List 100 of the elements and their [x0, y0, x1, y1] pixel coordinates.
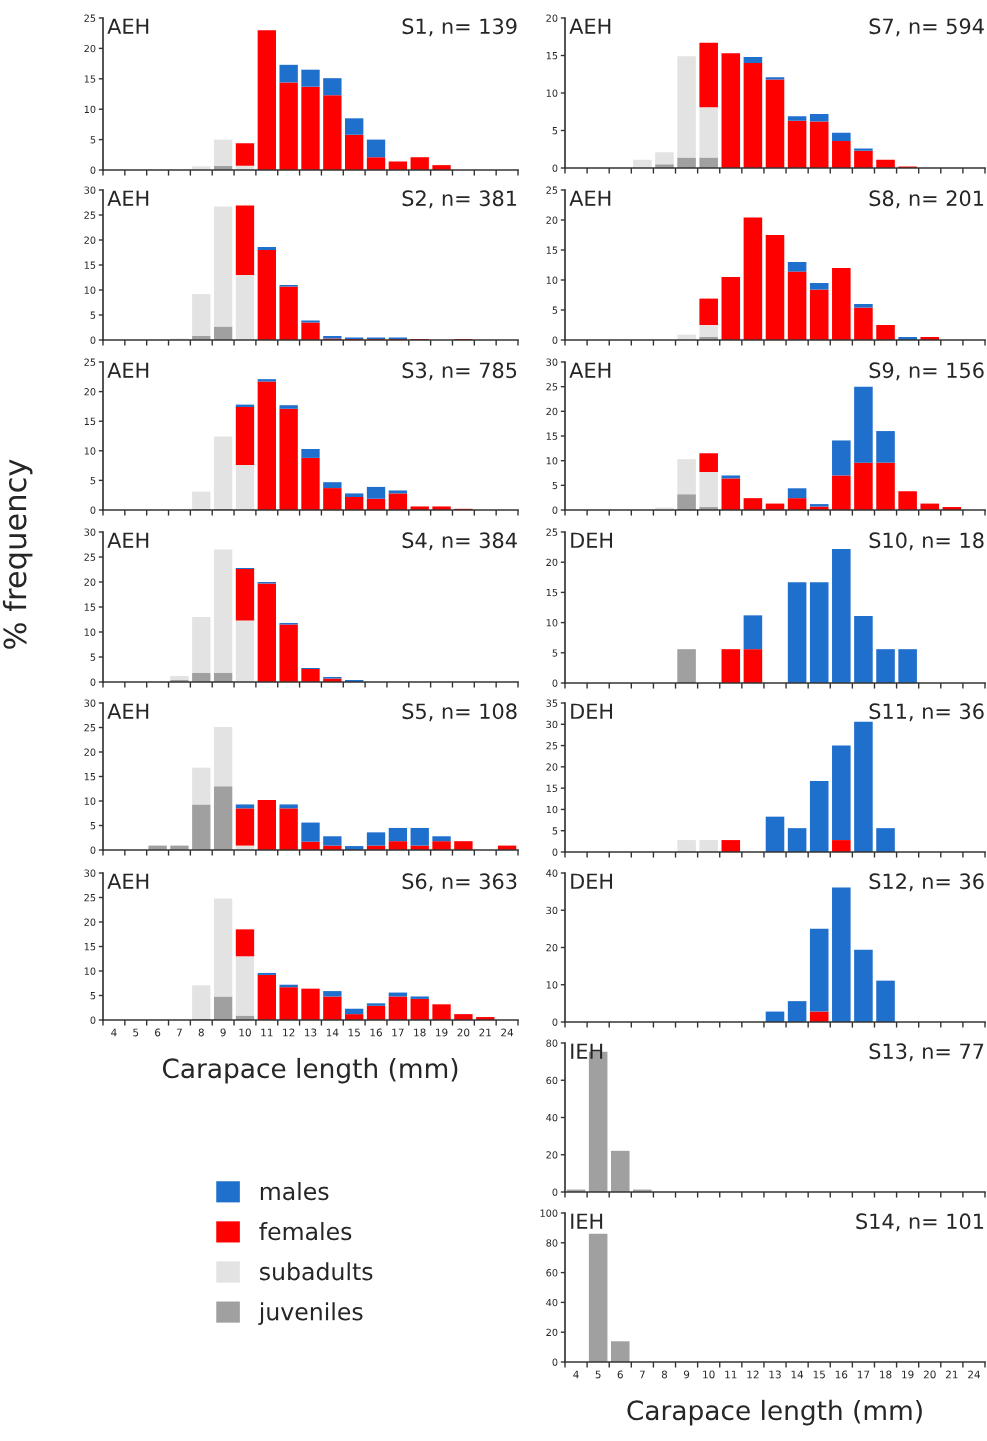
chart-title: S14, n= 101 [856, 1213, 984, 1232]
chart-title: S9, n= 156 [869, 362, 984, 381]
y-tick-label: 80 [546, 1039, 558, 1047]
y-tick-label: 0 [90, 506, 96, 514]
x-tick-label: 8 [661, 1370, 668, 1379]
chart-subtitle: AEH [569, 190, 611, 206]
y-tick-label: 15 [546, 52, 558, 60]
y-tick-label: 0 [90, 846, 96, 854]
chart-title: S13, n= 77 [869, 1043, 984, 1062]
y-tick-label: 5 [552, 649, 558, 657]
y-tick-label: 20 [546, 407, 558, 416]
y-tick-label: 30 [546, 720, 558, 729]
y-tick-label: 5 [90, 311, 96, 319]
x-tick-label: 17 [392, 1028, 404, 1037]
chart-title: S5, n= 108 [402, 703, 517, 722]
x-tick-label: 13 [305, 1028, 317, 1037]
y-tick-label: 5 [90, 822, 96, 830]
y-tick-label: 0 [552, 164, 558, 172]
y-tick-label: 10 [84, 105, 96, 114]
y-tick-label: 15 [546, 589, 558, 597]
x-tick-label: 6 [155, 1028, 161, 1037]
y-tick-label: 40 [546, 1113, 558, 1122]
y-tick-label: 10 [546, 805, 558, 814]
y-tick-label: 60 [546, 1076, 558, 1085]
chart-subtitle: IEH [571, 1213, 603, 1229]
y-tick-label: 25 [84, 358, 96, 366]
x-tick-label: 14 [326, 1028, 339, 1037]
y-tick-label: 5 [552, 481, 558, 490]
legend-label: females [259, 1222, 352, 1241]
y-tick-label: 25 [546, 383, 558, 391]
y-tick-label: 25 [546, 528, 558, 536]
x-tick-label: 14 [791, 1370, 804, 1379]
x-tick-label: 7 [639, 1370, 645, 1379]
y-tick-label: 15 [84, 943, 96, 951]
x-tick-label: 12 [283, 1028, 295, 1037]
x-axis-title: Carapace length (mm) [162, 1057, 458, 1084]
y-tick-label: 20 [546, 763, 558, 771]
x-tick-label: 18 [880, 1370, 892, 1379]
y-tick-label: 20 [546, 14, 558, 22]
y-tick-label: 0 [552, 1358, 558, 1366]
y-tick-label: 10 [546, 276, 558, 284]
y-tick-label: 5 [90, 136, 96, 144]
y-axis-title: % frequency [2, 459, 33, 649]
y-tick-label: 20 [546, 943, 558, 952]
y-tick-label: 20 [546, 1328, 558, 1337]
x-tick-label: 9 [683, 1370, 690, 1379]
chart-title: S11, n= 36 [869, 703, 984, 722]
legend-label: juveniles [258, 1302, 363, 1326]
chart-title: S10, n= 18 [869, 532, 984, 551]
y-tick-label: 15 [546, 246, 558, 254]
x-tick-label: 13 [769, 1370, 781, 1379]
chart-subtitle: DEH [571, 703, 613, 719]
y-tick-label: 20 [546, 216, 558, 224]
x-tick-label: 4 [573, 1370, 579, 1379]
chart-title: S1, n= 139 [402, 18, 517, 37]
y-tick-label: 10 [546, 981, 558, 989]
y-tick-label: 40 [546, 1298, 558, 1307]
y-tick-label: 0 [552, 848, 558, 856]
y-tick-label: 40 [546, 869, 558, 877]
y-tick-label: 15 [546, 784, 558, 792]
chart-title: S7, n= 594 [869, 18, 984, 37]
y-tick-label: 15 [84, 773, 96, 781]
chart-subtitle: AEH [107, 18, 149, 34]
y-tick-label: 30 [84, 699, 96, 707]
y-tick-label: 30 [84, 869, 96, 877]
y-tick-label: 10 [84, 797, 96, 805]
x-tick-label: 7 [176, 1028, 182, 1037]
x-tick-label: 16 [835, 1370, 848, 1379]
y-tick-label: 20 [84, 918, 96, 926]
y-tick-label: 30 [546, 906, 558, 915]
y-tick-label: 0 [552, 336, 558, 344]
y-tick-label: 25 [84, 211, 96, 219]
x-tick-label: 11 [725, 1370, 737, 1379]
y-tick-label: 30 [546, 358, 558, 366]
y-tick-label: 0 [90, 678, 96, 686]
y-tick-label: 10 [546, 89, 558, 97]
y-tick-label: 25 [84, 553, 96, 561]
x-tick-label: 4 [111, 1028, 117, 1037]
chart-title: S8, n= 201 [869, 190, 984, 209]
chart-subtitle: IEH [571, 1043, 603, 1059]
x-tick-label: 8 [198, 1028, 204, 1037]
chart-subtitle: DEH [571, 532, 613, 548]
x-tick-label: 17 [857, 1370, 870, 1379]
y-tick-label: 15 [546, 432, 558, 440]
chart-title: S12, n= 36 [869, 873, 984, 892]
y-tick-label: 25 [84, 893, 96, 902]
y-tick-label: 5 [90, 992, 96, 1000]
y-tick-label: 10 [84, 967, 96, 975]
y-tick-label: 5 [90, 653, 96, 661]
chart-subtitle: DEH [571, 873, 613, 889]
x-tick-label: 10 [239, 1028, 251, 1037]
legend-label: subadults [260, 1262, 373, 1281]
y-tick-label: 25 [546, 742, 558, 750]
y-tick-label: 80 [546, 1239, 558, 1247]
x-tick-label: 12 [747, 1370, 759, 1379]
chart-subtitle: AEH [569, 18, 611, 34]
y-tick-label: 20 [84, 236, 96, 244]
y-tick-label: 30 [84, 186, 96, 194]
x-tick-label: 5 [595, 1370, 601, 1379]
x-tick-label: 5 [133, 1028, 139, 1037]
